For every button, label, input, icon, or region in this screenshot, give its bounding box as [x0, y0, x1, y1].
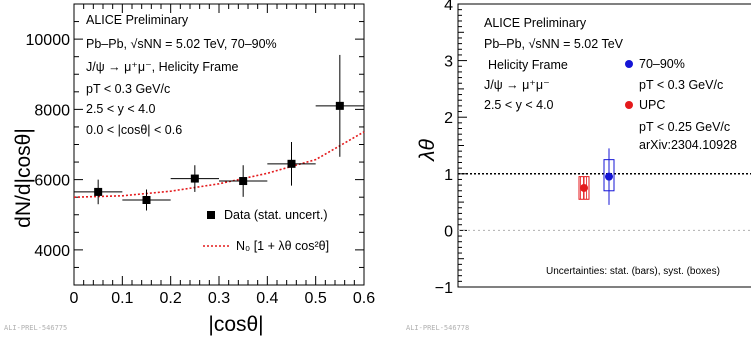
left-y-tick-label: 8000: [34, 102, 70, 119]
right-legend: 70–90% pT < 0.3 GeV/c UPC pT < 0.25 GeV/…: [625, 57, 737, 152]
left-panel: 4000 6000 8000 10000 0 0.1 0.2 0.3 0.4 0.5 0.6 dN…: [4, 3, 376, 336]
data-marker: [142, 195, 151, 204]
right-y-axis-label: λθ: [416, 139, 439, 162]
legend-label-fit: N₀ [1 + λθ cos²θ]: [236, 239, 329, 253]
right-y-tick-label: 4: [444, 0, 453, 14]
right-footer-id: ALI-PREL-546778: [406, 324, 469, 332]
left-annotation-system: Pb–Pb, √sNN = 5.02 TeV, 70–90%: [86, 37, 277, 51]
right-annotation-frame: Helicity Frame: [488, 58, 568, 72]
right-annotation-rapidity: 2.5 < y < 4.0: [484, 98, 554, 112]
left-x-tick-label: 0.4: [256, 290, 278, 307]
left-x-tick-label: 0: [70, 290, 79, 307]
right-y-tick-label: 0: [444, 223, 453, 240]
left-annotation-decay: J/ψ → μ⁺μ⁻, Helicity Frame: [86, 60, 239, 74]
fit-curve-series: [73, 131, 365, 198]
left-x-tick-label: 0.1: [111, 290, 133, 307]
left-annotation-title: ALICE Preliminary: [86, 13, 189, 27]
right-y-tick-label: −1: [435, 280, 453, 297]
data-marker: [190, 174, 199, 183]
right-annotation-decay: J/ψ → μ⁺μ⁻: [484, 78, 550, 92]
data-point: [122, 189, 171, 211]
data-point: [219, 165, 268, 197]
legend-label-pt-cut-b: pT < 0.25 GeV/c: [639, 120, 730, 134]
right-annotation-title: ALICE Preliminary: [484, 16, 587, 30]
right-y-tick-label: 3: [444, 54, 453, 71]
lambda-marker: [605, 172, 613, 181]
right-annotation-system: Pb–Pb, √sNN = 5.02 TeV: [484, 37, 624, 51]
lambda-series: [578, 148, 615, 205]
left-y-tick-labels: 4000 6000 8000 10000: [26, 32, 71, 260]
left-x-tick-label: 0.3: [208, 290, 230, 307]
left-legend: Data (stat. uncert.) N₀ [1 + λθ cos²θ]: [203, 208, 329, 253]
left-annotation-cos-range: 0.0 < |cosθ| < 0.6: [86, 123, 182, 137]
left-annotation-rapidity: 2.5 < y < 4.0: [86, 102, 156, 116]
legend-label-arxiv: arXiv:2304.10928: [639, 138, 737, 152]
left-annotation-pt: pT < 0.3 GeV/c: [86, 82, 170, 96]
data-marker: [94, 187, 103, 196]
legend-marker-data: [207, 211, 215, 219]
right-y-tick-labels: −1 0 1 2 3 4: [435, 0, 453, 297]
legend-marker-70-90: [625, 60, 633, 68]
right-y-tick-label: 2: [444, 110, 453, 127]
left-x-tick-label: 0.6: [353, 290, 375, 307]
uncertainty-note: Uncertainties: stat. (bars), syst. (boxe…: [546, 266, 720, 277]
left-y-axis-label: dN/d|cosθ|: [12, 128, 35, 228]
left-x-tick-label: 0.5: [305, 290, 327, 307]
fit-curve-line: [73, 131, 365, 198]
lambda-point: [578, 176, 590, 200]
legend-label-upc: UPC: [639, 98, 665, 112]
right-annotations: ALICE Preliminary Pb–Pb, √sNN = 5.02 TeV…: [484, 16, 624, 112]
legend-label-pt-cut-a: pT < 0.3 GeV/c: [639, 78, 723, 92]
data-point: [315, 54, 364, 157]
legend-marker-upc: [625, 101, 633, 109]
legend-label-70-90: 70–90%: [639, 57, 685, 71]
lambda-marker: [580, 183, 588, 192]
legend-label-data: Data (stat. uncert.): [224, 208, 328, 222]
lambda-point: [603, 148, 615, 205]
left-x-tick-labels: 0 0.1 0.2 0.3 0.4 0.5 0.6: [70, 290, 376, 307]
left-annotations: ALICE Preliminary Pb–Pb, √sNN = 5.02 TeV…: [86, 13, 277, 137]
left-y-tick-label: 10000: [26, 32, 71, 49]
data-series: [74, 54, 364, 211]
data-marker: [335, 101, 344, 110]
right-panel: −1 0 1 2 3 4 λθ ALICE Preliminary Pb–Pb, √sNN…: [406, 0, 751, 332]
left-y-tick-label: 4000: [34, 243, 70, 260]
data-point: [170, 165, 219, 192]
data-marker: [287, 159, 296, 168]
left-tick-marks: [73, 3, 365, 286]
right-y-tick-label: 1: [444, 167, 453, 184]
right-tick-marks: [458, 3, 467, 288]
left-footer-id: ALI-PREL-546775: [4, 324, 67, 332]
left-x-tick-label: 0.2: [160, 290, 182, 307]
data-marker: [239, 177, 248, 186]
data-point: [267, 142, 316, 186]
left-x-axis-label: |cosθ|: [208, 313, 263, 336]
left-y-tick-label: 6000: [34, 173, 70, 190]
data-point: [74, 179, 123, 205]
